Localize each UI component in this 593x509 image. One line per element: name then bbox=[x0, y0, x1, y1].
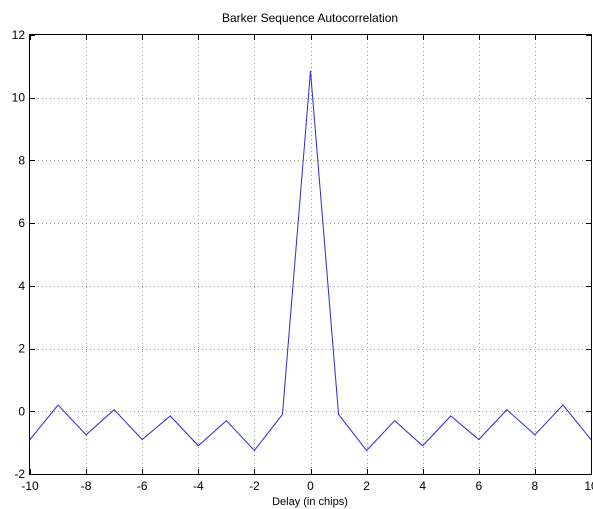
x-tick-label: -8 bbox=[81, 479, 92, 493]
x-tick-label: 4 bbox=[419, 479, 426, 493]
x-tick-label: -6 bbox=[137, 479, 148, 493]
x-tick-label: 6 bbox=[475, 479, 482, 493]
x-tick-label: -2 bbox=[249, 479, 260, 493]
x-tick-label: 8 bbox=[532, 479, 539, 493]
y-tick-label: -2 bbox=[14, 467, 25, 481]
series-line bbox=[29, 71, 592, 452]
y-tick-label: 6 bbox=[18, 216, 25, 230]
x-tick-label: -10 bbox=[21, 479, 39, 493]
tick-marks bbox=[30, 35, 592, 475]
x-tick-label: 10 bbox=[584, 479, 593, 493]
y-tick-label: 10 bbox=[12, 91, 26, 105]
y-tick-label: 4 bbox=[18, 279, 25, 293]
x-tick-label: 2 bbox=[363, 479, 370, 493]
grid bbox=[30, 35, 591, 474]
y-tick-label: 2 bbox=[18, 342, 25, 356]
axes-box bbox=[29, 34, 592, 475]
plot-series bbox=[29, 71, 592, 452]
x-axis-label: Delay (in chips) bbox=[272, 496, 348, 508]
x-tick-labels: -10 -8 -6 -4 -2 0 2 4 6 8 10 bbox=[21, 479, 593, 493]
y-tick-labels: -2 0 2 4 6 8 10 12 bbox=[12, 28, 26, 481]
x-tick-label: 0 bbox=[307, 479, 314, 493]
x-tick-label: -4 bbox=[193, 479, 204, 493]
chart-title: Barker Sequence Autocorrelation bbox=[222, 11, 398, 25]
y-tick-label: 0 bbox=[18, 404, 25, 418]
y-tick-label: 8 bbox=[18, 153, 25, 167]
y-tick-label: 12 bbox=[12, 28, 26, 42]
